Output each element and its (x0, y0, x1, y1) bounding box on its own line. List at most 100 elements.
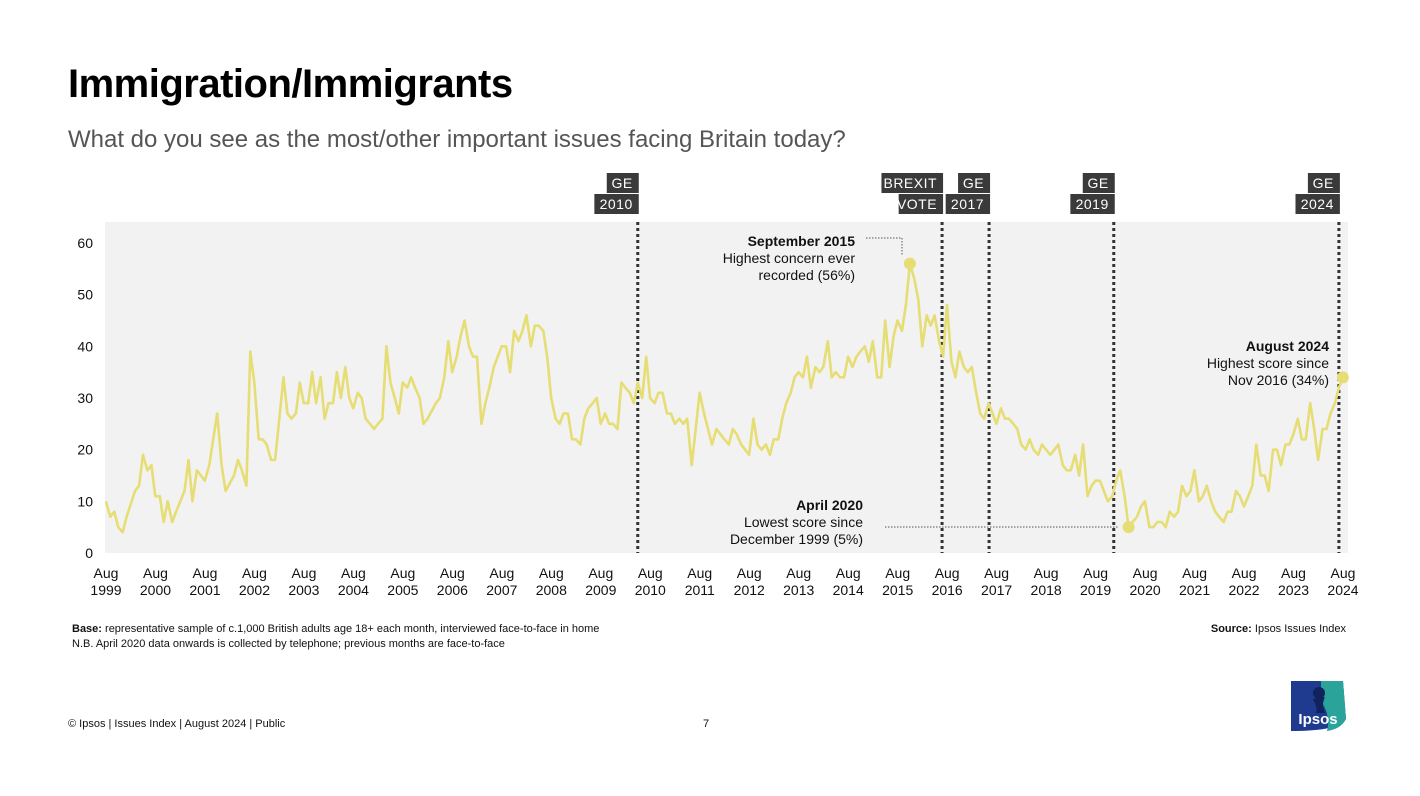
x-tick-year: 2005 (387, 582, 418, 598)
x-tick-month: Aug (1182, 565, 1207, 581)
x-tick-label: Aug 2009 (585, 565, 616, 598)
x-tick-year: 2023 (1278, 582, 1309, 598)
series-group (104, 262, 1345, 534)
x-tick-year: 2000 (140, 582, 171, 598)
event-label-text: 2019 (1076, 196, 1109, 212)
y-tick-label: 0 (85, 545, 93, 561)
x-tick-label: Aug 2022 (1228, 565, 1259, 598)
y-tick-label: 20 (77, 442, 93, 458)
x-tick-year: 2007 (486, 582, 517, 598)
event-label-text: BREXIT (883, 175, 937, 191)
annotation-point (1336, 371, 1349, 384)
x-tick-month: Aug (1281, 565, 1306, 581)
x-tick-year: 2013 (783, 582, 814, 598)
x-tick-label: Aug 2017 (981, 565, 1012, 598)
event-label-text: GE (612, 175, 633, 191)
event-label-box (958, 173, 991, 193)
plot-background (105, 222, 1348, 553)
x-tick-month: Aug (935, 565, 960, 581)
y-axis: 0 10 20 30 40 50 60 (77, 235, 93, 561)
annotation-text: Lowest score since (744, 514, 863, 530)
x-tick-year: 2010 (635, 582, 666, 598)
x-tick-label: Aug 2003 (288, 565, 319, 598)
x-tick-label: Aug 2019 (1080, 565, 1111, 598)
x-tick-label: Aug 2024 (1327, 565, 1358, 598)
x-tick-year: 2012 (734, 582, 765, 598)
x-tick-year: 2003 (288, 582, 319, 598)
page-number: 7 (703, 718, 710, 730)
event-label-text: 2024 (1301, 196, 1334, 212)
page-subtitle: What do you see as the most/other import… (68, 126, 846, 153)
annotation-point (1122, 521, 1135, 534)
annotation-text: December 1999 (5%) (730, 531, 863, 547)
y-tick-label: 40 (77, 338, 93, 354)
ipsos-logo-icon: Ipsos (1291, 681, 1346, 731)
event-label-box (1070, 194, 1115, 214)
event-label-box (881, 173, 944, 193)
annotation-text: Highest score since (1207, 355, 1329, 371)
x-tick-label: Aug 2000 (140, 565, 171, 598)
y-tick-label: 50 (77, 287, 93, 303)
x-tick-label: Aug 2016 (932, 565, 963, 598)
x-tick-month: Aug (390, 565, 415, 581)
event-label-box (1082, 173, 1115, 193)
event-label-text: GE (963, 175, 984, 191)
x-tick-year: 2021 (1179, 582, 1210, 598)
logo-text: Ipsos (1298, 711, 1337, 728)
x-tick-label: Aug 2015 (882, 565, 913, 598)
source-text: Ipsos Issues Index (1254, 623, 1346, 635)
x-tick-label: Aug 2021 (1179, 565, 1210, 598)
x-tick-month: Aug (1232, 565, 1257, 581)
x-tick-month: Aug (737, 565, 762, 581)
x-tick-month: Aug (836, 565, 861, 581)
source-note: Source: Ipsos Issues Index (1211, 623, 1346, 635)
x-tick-label: Aug 2001 (189, 565, 220, 598)
event-label-text: GE (1313, 175, 1334, 191)
annotation-text: Nov 2016 (34%) (1228, 372, 1329, 388)
x-tick-year: 2016 (932, 582, 963, 598)
annotation-text: Highest concern ever (723, 250, 856, 266)
x-tick-year: 2018 (1031, 582, 1062, 598)
x-tick-month: Aug (291, 565, 316, 581)
x-tick-month: Aug (341, 565, 366, 581)
x-tick-month: Aug (489, 565, 514, 581)
annotation-title: September 2015 (748, 233, 856, 249)
x-tick-month: Aug (440, 565, 465, 581)
series-line (104, 262, 1345, 534)
base-label: Base: (72, 623, 102, 635)
x-tick-month: Aug (242, 565, 267, 581)
y-tick-label: 60 (77, 235, 93, 251)
y-tick-label: 30 (77, 390, 93, 406)
event-label-box (594, 194, 639, 214)
x-tick-year: 2001 (189, 582, 220, 598)
annotation-point (903, 257, 916, 270)
x-tick-label: Aug 2004 (338, 565, 369, 598)
x-tick-year: 2004 (338, 582, 369, 598)
x-tick-label: Aug 2006 (437, 565, 468, 598)
x-tick-year: 2006 (437, 582, 468, 598)
x-tick-year: 2002 (239, 582, 270, 598)
x-tick-year: 2008 (536, 582, 567, 598)
x-tick-month: Aug (786, 565, 811, 581)
annotation-title: April 2020 (796, 497, 863, 513)
base-note: Base: representative sample of c.1,000 B… (72, 623, 599, 635)
event-label-box (945, 194, 991, 214)
x-tick-month: Aug (192, 565, 217, 581)
x-tick-month: Aug (539, 565, 564, 581)
x-tick-month: Aug (588, 565, 613, 581)
source-label: Source: (1210, 623, 1252, 635)
event-label-text: 2017 (951, 196, 984, 212)
footer-copyright: © Ipsos | Issues Index | August 2024 | P… (68, 718, 286, 730)
x-tick-label: Aug 2002 (239, 565, 270, 598)
event-label-text: VOTE (897, 196, 937, 212)
x-tick-year: 2022 (1228, 582, 1259, 598)
x-tick-month: Aug (143, 565, 168, 581)
x-tick-label: Aug 2011 (685, 565, 715, 598)
base-text: representative sample of c.1,000 British… (105, 623, 600, 635)
x-tick-month: Aug (1331, 565, 1356, 581)
x-tick-label: Aug 2007 (486, 565, 517, 598)
x-tick-label: Aug 2008 (536, 565, 567, 598)
